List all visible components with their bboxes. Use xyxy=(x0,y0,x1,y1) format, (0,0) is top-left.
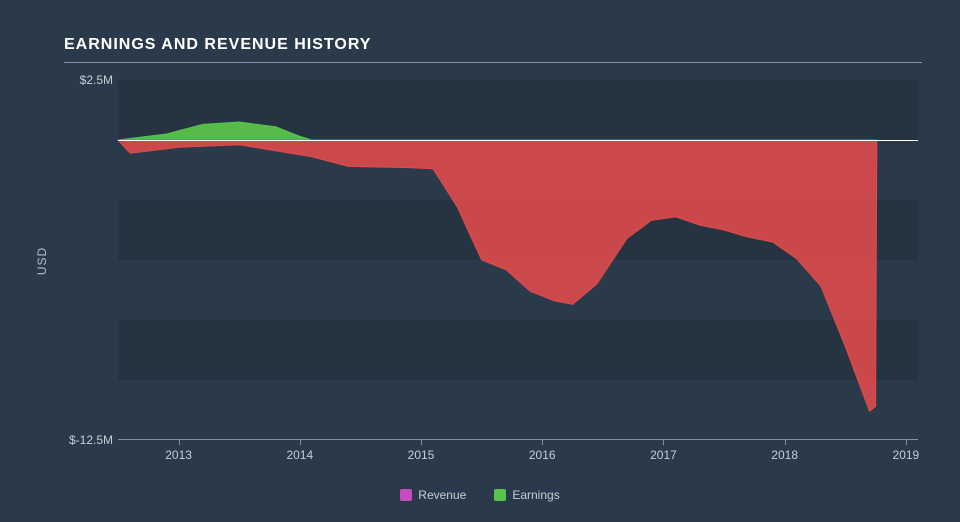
x-tick-mark xyxy=(421,440,422,445)
y-tick-label: $-12.5M xyxy=(58,433,113,447)
chart-container: EARNINGS AND REVENUE HISTORY USD $2.5M$-… xyxy=(8,8,952,514)
x-tick-label: 2016 xyxy=(529,448,556,462)
legend-item-revenue: Revenue xyxy=(400,488,466,502)
zero-baseline xyxy=(118,140,918,141)
legend-swatch-revenue xyxy=(400,489,412,501)
plot-svg xyxy=(118,80,918,440)
x-tick-label: 2017 xyxy=(650,448,677,462)
legend-swatch-earnings xyxy=(494,489,506,501)
legend: Revenue Earnings xyxy=(8,488,952,502)
x-tick-mark xyxy=(785,440,786,445)
x-tick-mark xyxy=(542,440,543,445)
x-tick-mark xyxy=(906,440,907,445)
x-tick-label: 2013 xyxy=(165,448,192,462)
x-tick-mark xyxy=(179,440,180,445)
plot-area: $2.5M$-12.5M2013201420152016201720182019 xyxy=(118,80,918,440)
series-earnings-positive xyxy=(118,122,312,140)
legend-item-earnings: Earnings xyxy=(494,488,559,502)
series-earnings-negative xyxy=(118,140,877,411)
y-tick-label: $2.5M xyxy=(58,73,113,87)
x-tick-mark xyxy=(663,440,664,445)
chart-title: EARNINGS AND REVENUE HISTORY xyxy=(64,36,371,54)
y-axis-label: USD xyxy=(35,247,49,275)
x-tick-label: 2015 xyxy=(408,448,435,462)
legend-label-earnings: Earnings xyxy=(512,488,559,502)
legend-label-revenue: Revenue xyxy=(418,488,466,502)
x-tick-label: 2014 xyxy=(286,448,313,462)
title-rule xyxy=(64,62,922,63)
x-tick-label: 2019 xyxy=(893,448,920,462)
x-axis-line xyxy=(118,439,918,440)
x-tick-mark xyxy=(300,440,301,445)
x-tick-label: 2018 xyxy=(771,448,798,462)
